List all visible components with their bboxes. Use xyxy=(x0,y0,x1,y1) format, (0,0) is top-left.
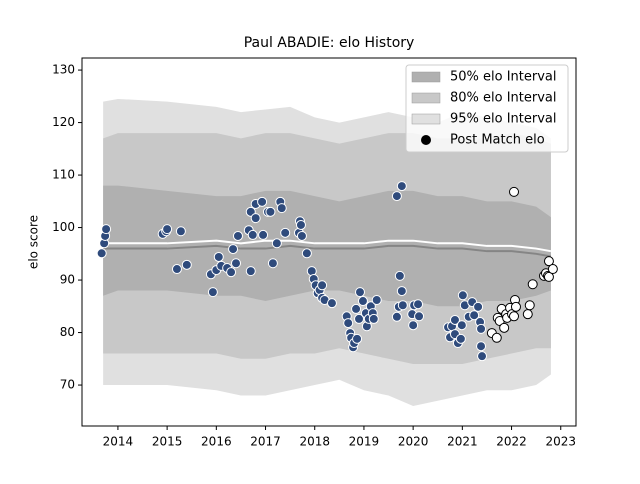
legend-label: 80% elo Interval xyxy=(450,91,557,106)
chart-title: Paul ABADIE: elo History xyxy=(244,35,415,51)
data-point xyxy=(354,313,365,324)
data-point xyxy=(276,203,287,214)
data-point xyxy=(391,191,402,202)
data-point xyxy=(257,196,268,207)
data-point xyxy=(510,301,521,312)
x-tick-label: 2014 xyxy=(103,435,134,449)
y-tick-label: 120 xyxy=(52,115,75,129)
data-point xyxy=(280,227,291,238)
data-point xyxy=(449,314,460,325)
x-tick-label: 2021 xyxy=(447,435,478,449)
data-point xyxy=(265,206,276,217)
x-tick-label: 2020 xyxy=(398,435,429,449)
data-point xyxy=(250,213,261,224)
data-point xyxy=(317,280,328,291)
data-point xyxy=(343,318,354,329)
data-point xyxy=(301,248,312,259)
y-tick-label: 100 xyxy=(52,220,75,234)
legend-label: Post Match elo xyxy=(450,133,545,148)
data-point xyxy=(473,301,484,312)
data-point xyxy=(476,323,487,334)
data-point xyxy=(547,264,558,275)
y-tick-label: 110 xyxy=(52,168,75,182)
data-point xyxy=(352,333,363,344)
data-point xyxy=(455,333,466,344)
x-tick-label: 2018 xyxy=(299,435,330,449)
data-point xyxy=(469,310,480,321)
data-point xyxy=(397,300,408,311)
data-point xyxy=(368,313,379,324)
data-point xyxy=(245,266,256,277)
data-point xyxy=(476,341,487,352)
data-point xyxy=(543,256,554,267)
data-point xyxy=(456,320,467,331)
data-point xyxy=(522,309,533,320)
data-point xyxy=(351,303,362,314)
data-point xyxy=(509,311,520,322)
data-point xyxy=(228,244,239,255)
data-point xyxy=(326,298,337,309)
x-tick-label: 2022 xyxy=(496,435,527,449)
data-point xyxy=(354,287,365,298)
axes-frame xyxy=(81,57,577,427)
legend-swatch xyxy=(411,71,441,83)
data-point xyxy=(296,230,307,241)
y-tick-label: 130 xyxy=(52,63,75,77)
data-point xyxy=(543,271,554,282)
x-tick-label: 2017 xyxy=(250,435,281,449)
data-point xyxy=(524,300,535,311)
data-point xyxy=(295,219,306,230)
legend-box xyxy=(405,64,569,153)
y-tick-label: 80 xyxy=(60,325,75,339)
x-tick-label: 2016 xyxy=(201,435,232,449)
legend-label: 95% elo Interval xyxy=(450,112,557,127)
data-point xyxy=(413,299,424,310)
y-axis-label: elo score xyxy=(27,215,41,269)
data-point xyxy=(371,295,382,306)
legend-label: 50% elo Interval xyxy=(450,70,557,85)
data-point xyxy=(527,279,538,290)
data-point xyxy=(509,186,520,197)
legend-swatch xyxy=(411,113,441,125)
data-point xyxy=(226,267,237,278)
data-point xyxy=(391,311,402,322)
data-point xyxy=(357,296,368,307)
data-point xyxy=(181,259,192,270)
data-point xyxy=(171,264,182,275)
legend-swatch xyxy=(411,92,441,104)
x-tick-label: 2023 xyxy=(545,435,576,449)
data-point xyxy=(258,229,269,240)
median-line xyxy=(103,239,552,253)
data-point xyxy=(247,229,258,240)
data-point xyxy=(101,224,112,235)
data-point xyxy=(271,238,282,249)
data-point xyxy=(207,287,218,298)
data-point xyxy=(499,322,510,333)
x-tick-label: 2019 xyxy=(349,435,380,449)
data-point xyxy=(408,320,419,331)
data-point xyxy=(96,248,107,259)
legend-marker xyxy=(421,135,431,145)
data-point xyxy=(414,311,425,322)
data-point xyxy=(477,351,488,362)
median-line xyxy=(103,244,552,258)
data-point xyxy=(232,230,243,241)
data-point xyxy=(231,258,242,269)
y-tick-label: 90 xyxy=(60,273,75,287)
data-point xyxy=(394,270,405,281)
x-tick-label: 2015 xyxy=(152,435,183,449)
data-point xyxy=(267,258,278,269)
y-tick-label: 70 xyxy=(60,378,75,392)
data-point xyxy=(213,251,224,262)
data-point xyxy=(162,224,173,235)
data-point xyxy=(396,181,407,192)
data-point xyxy=(175,226,186,237)
data-point xyxy=(491,332,502,343)
data-point xyxy=(457,290,468,301)
data-point xyxy=(396,286,407,297)
